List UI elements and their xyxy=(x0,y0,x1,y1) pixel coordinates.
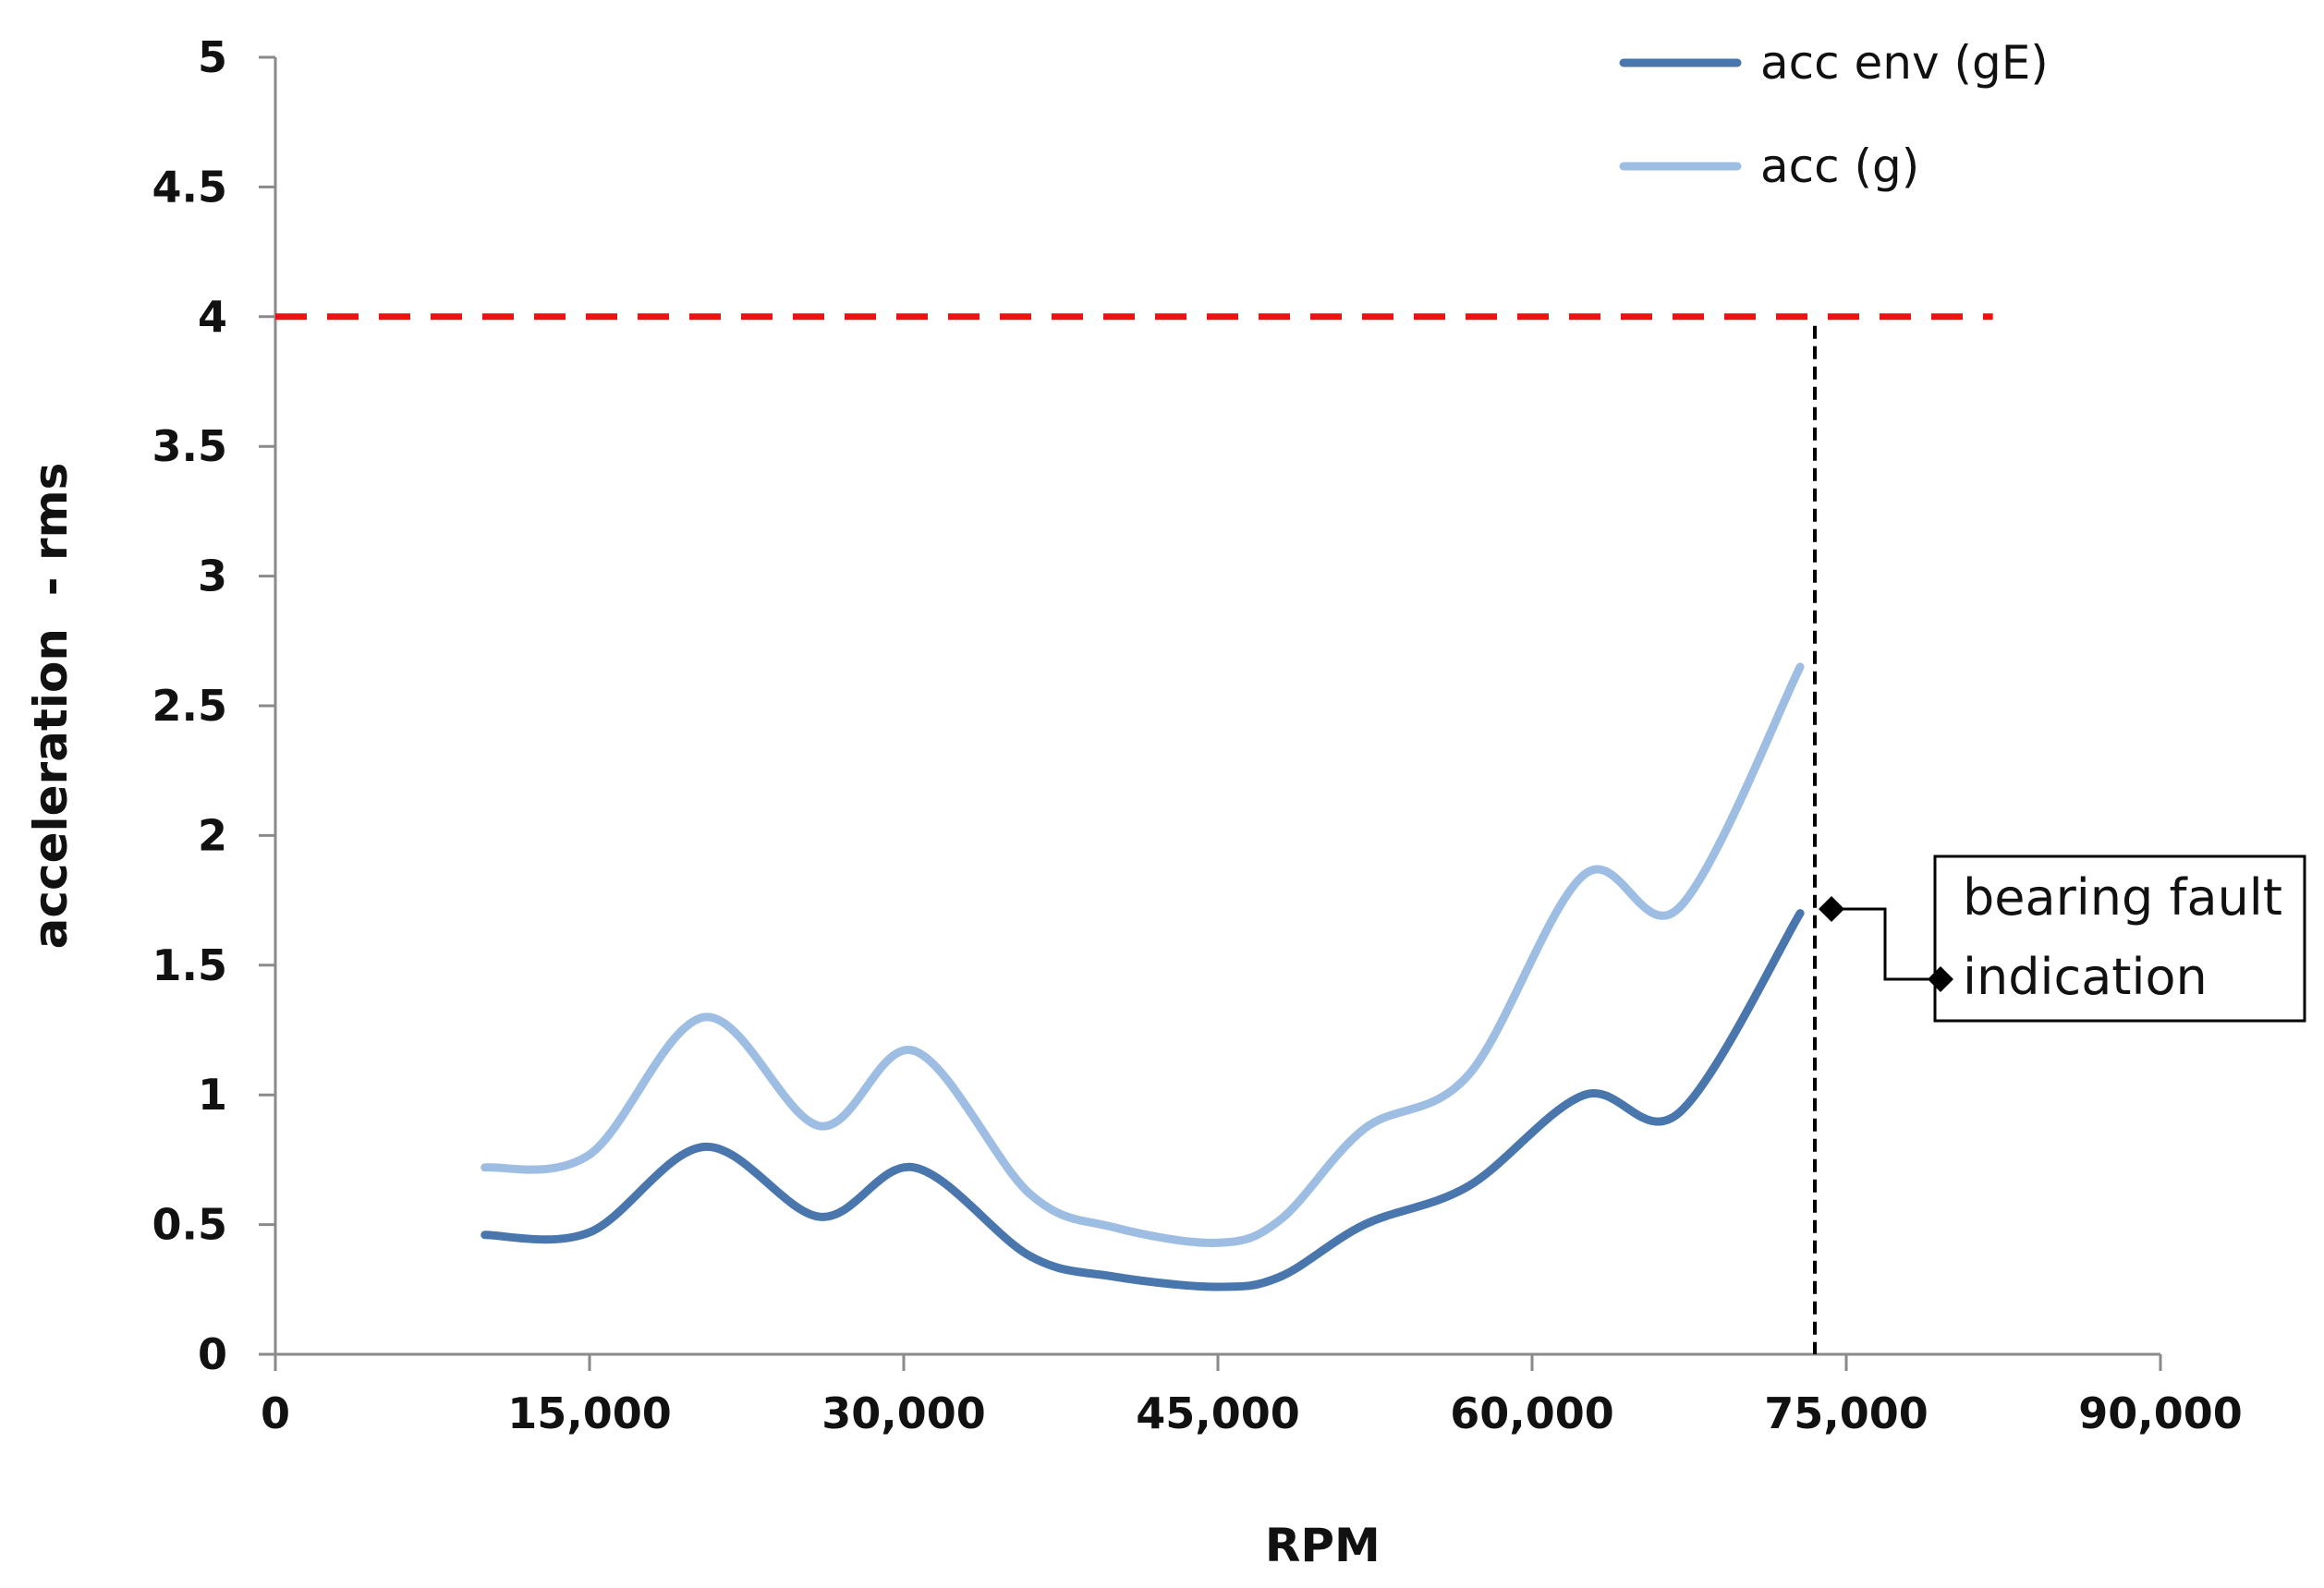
x-tick-label: 30,000 xyxy=(821,1388,986,1438)
x-tick-label: 90,000 xyxy=(2078,1388,2243,1438)
y-tick-label: 1 xyxy=(198,1070,227,1120)
y-tick-label: 5 xyxy=(198,32,227,82)
x-tick-label: 75,000 xyxy=(1764,1388,1929,1438)
series-line-1 xyxy=(481,909,1805,1291)
annotation-line-2: indication xyxy=(1963,948,2208,1006)
y-axis-title: acceleration - rms xyxy=(24,463,78,950)
x-axis-title: RPM xyxy=(1265,1519,1381,1572)
annotation-box xyxy=(1933,855,2306,1023)
annotation-connector xyxy=(1831,907,1941,981)
x-tick-label: 60,000 xyxy=(1450,1388,1614,1438)
y-tick-label: 2 xyxy=(198,810,227,860)
series-line-2 xyxy=(481,662,1805,1247)
y-tick-label: 3 xyxy=(198,552,227,601)
legend-label-2: acc (g) xyxy=(1760,139,1919,193)
x-tick-label: 15,000 xyxy=(507,1388,672,1438)
annotation-connector-start-diamond xyxy=(1819,896,1844,922)
x-tick-label: 0 xyxy=(261,1388,290,1438)
y-tick-label: 1.5 xyxy=(152,940,228,990)
y-tick-label: 3.5 xyxy=(152,421,228,471)
y-tick-label: 2.5 xyxy=(152,681,228,731)
annotation: bearing fault indication xyxy=(1819,855,2306,1023)
legend: acc env (gE) acc (g) xyxy=(1619,36,2049,193)
y-tick-label: 0.5 xyxy=(152,1200,228,1250)
series-layer xyxy=(481,662,1805,1291)
annotation-line-1: bearing fault xyxy=(1963,868,2282,927)
y-tick-label: 0 xyxy=(198,1329,227,1379)
legend-label-1: acc env (gE) xyxy=(1760,36,2049,90)
y-tick-label: 4 xyxy=(198,292,227,342)
y-tick-label: 4.5 xyxy=(152,162,228,212)
annotation-connector-end-diamond xyxy=(1928,966,1953,992)
axes: 0 0.5 1 1.5 2 2.5 3 3.5 4 4.5 5 0 15,000 30,000 45,000… xyxy=(24,32,2243,1572)
x-tick-label: 45,000 xyxy=(1136,1388,1300,1438)
